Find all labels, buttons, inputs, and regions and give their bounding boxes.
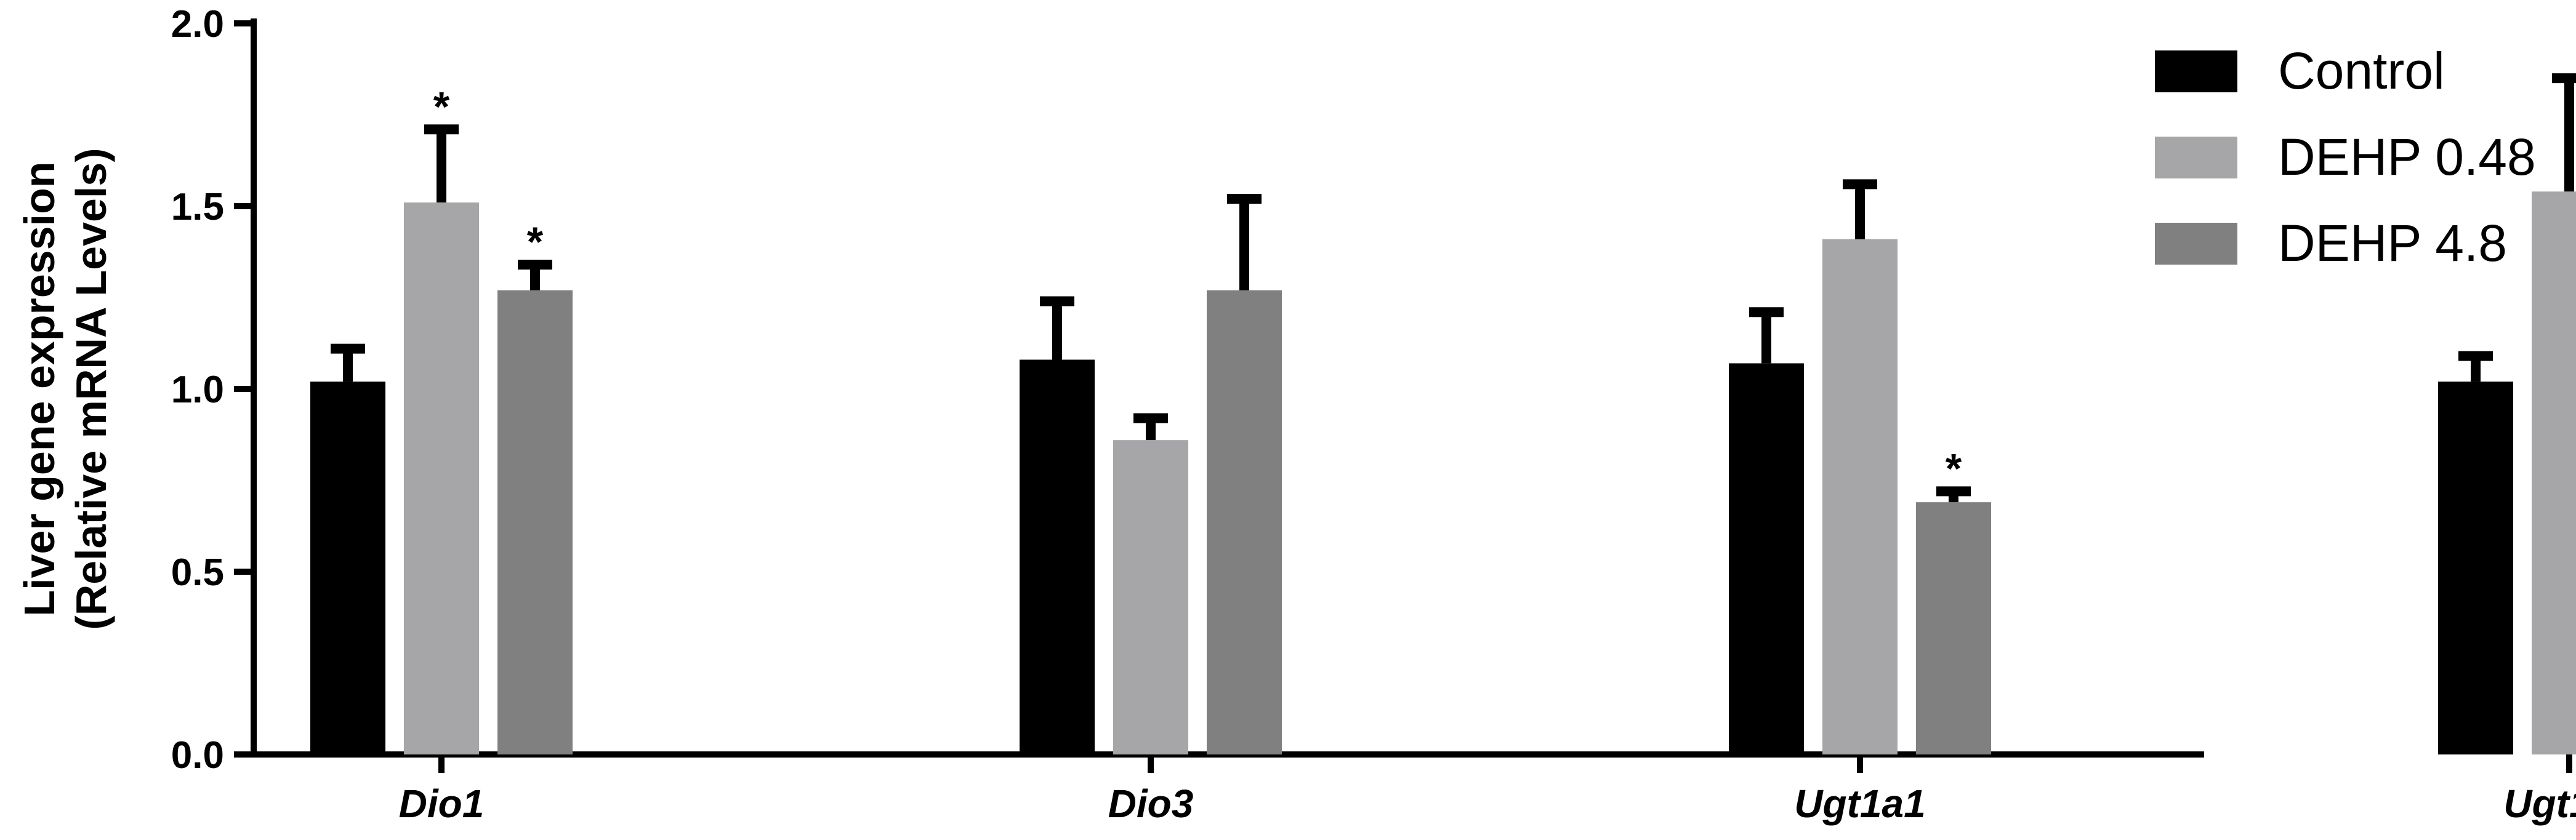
bar-dio3-series-1 — [1113, 440, 1188, 754]
bar-dio3-series-0 — [1020, 359, 1095, 754]
legend: Control DEHP 0.48 DEHP 4.8 — [2155, 42, 2536, 272]
legend-label: DEHP 4.8 — [2278, 214, 2507, 272]
legend-item-2: DEHP 4.8 — [2155, 214, 2507, 272]
bars — [310, 191, 2576, 755]
bar-dio1-series-0 — [310, 382, 385, 754]
y-tick-label: 0.5 — [171, 551, 224, 594]
x-category-label-ugt1a1: Ugt1a1 — [1794, 782, 1925, 826]
y-tick-label: 0.0 — [171, 734, 224, 777]
significance-star: * — [527, 218, 544, 265]
y-axis-label-line-1: Liver gene expression — [15, 161, 63, 616]
bar-dio1-series-2 — [497, 290, 573, 754]
bar-ugt1a6-series-0 — [2438, 382, 2513, 754]
y-axis-label: Liver gene expression (Relative mRNA Leve… — [15, 148, 115, 630]
error-bar-ugt1a6-series-1 — [2552, 73, 2576, 192]
significance-markers: ****** — [433, 83, 1962, 492]
bar-ugt1a1-series-1 — [1822, 239, 1898, 755]
error-bar-ugt1a1-series-0 — [1749, 307, 1784, 364]
legend-label: Control — [2278, 42, 2445, 100]
error-bar-dio1-series-2 — [518, 260, 552, 290]
error-bar-dio3-series-2 — [1227, 194, 1262, 290]
y-axis-label-line-2: (Relative mRNA Levels) — [67, 148, 115, 630]
error-bars — [331, 73, 2576, 503]
legend-swatch — [2155, 137, 2237, 178]
y-tick-label: 2.0 — [171, 3, 224, 46]
error-bar-dio3-series-0 — [1040, 296, 1074, 360]
bar-ugt1a1-series-2 — [1916, 502, 1991, 754]
y-ticks: 0.0 0.5 1.0 1.5 2.0 — [171, 3, 254, 777]
y-tick-label: 1.5 — [171, 186, 224, 228]
x-category-label-ugt1a6: Ugt1a6 — [2503, 782, 2576, 826]
significance-star: * — [433, 83, 450, 130]
error-bar-ugt1a1-series-1 — [1843, 179, 1877, 239]
legend-swatch — [2155, 223, 2237, 265]
x-category-label-dio3: Dio3 — [1108, 782, 1194, 826]
error-bar-ugt1a1-series-2 — [1936, 486, 1971, 503]
bar-ugt1a6-series-1 — [2532, 191, 2576, 754]
error-bar-dio1-series-1 — [424, 124, 459, 203]
bar-ugt1a1-series-0 — [1729, 363, 1804, 754]
x-category-label-dio1: Dio1 — [399, 782, 485, 826]
x-category-labels: Dio1Dio3Ugt1a1Ugt1a6Ttr — [399, 754, 2576, 826]
significance-star: * — [1946, 445, 1962, 492]
legend-label: DEHP 0.48 — [2278, 128, 2536, 186]
bar-dio3-series-2 — [1207, 290, 1282, 754]
bar-dio1-series-1 — [404, 202, 479, 754]
error-bar-ugt1a6-series-0 — [2458, 351, 2493, 382]
y-tick-label: 1.0 — [171, 369, 224, 411]
legend-item-1: DEHP 0.48 — [2155, 128, 2536, 186]
legend-item-0: Control — [2155, 42, 2445, 100]
legend-swatch — [2155, 50, 2237, 92]
error-bar-dio1-series-0 — [331, 343, 365, 382]
error-bar-dio3-series-1 — [1133, 413, 1168, 441]
